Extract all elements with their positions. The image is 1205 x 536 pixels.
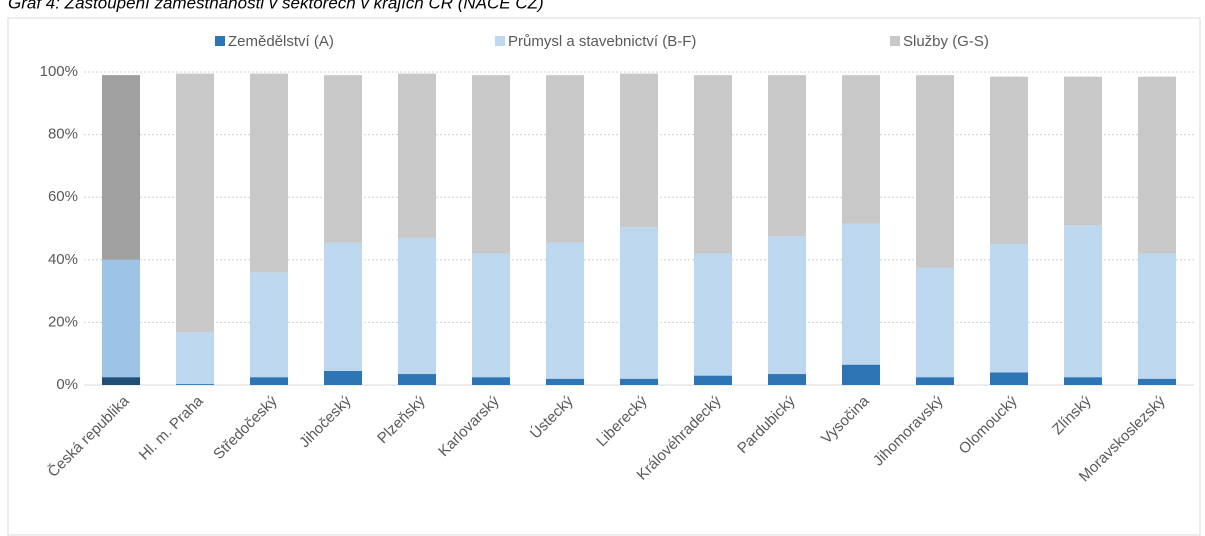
bar-segment [1064,377,1102,385]
bar-segment [842,75,880,224]
bar-segment [102,75,140,260]
x-tick-label: Jihočeský [296,392,355,451]
y-tick-label: 20% [48,313,78,330]
bar-segment [176,73,214,333]
bar-segment [472,253,510,378]
bar-segment [1064,225,1102,378]
x-tick-label: Česká republika [45,392,134,481]
bar-segment [990,76,1028,245]
bar-segment [842,223,880,365]
bar-segment [620,378,658,385]
bar-segment [768,75,806,237]
y-tick-label: 0% [56,376,78,393]
bar-segment [324,370,362,385]
bar-segment [398,73,436,238]
bar-segment [620,226,658,379]
bar-segment [916,75,954,268]
x-tick-label: Pardubický [734,392,799,457]
bar-segment [250,377,288,385]
y-tick-label: 80% [48,126,78,143]
bar-segment [176,384,214,385]
bar-segment [916,377,954,385]
bar-segment [620,73,658,227]
x-tick-label: Jihomoravský [870,392,947,469]
bar-segment [324,75,362,243]
bar-segment [546,75,584,243]
bar-segment [250,272,288,378]
legend-swatch [890,36,900,46]
bar-segment [102,259,140,378]
y-tick-label: 100% [40,63,78,80]
bar-segment [102,377,140,385]
bar-segment [472,377,510,385]
legend-swatch [215,36,225,46]
bar-segment [1138,378,1176,385]
legend-swatch [495,36,505,46]
bar-segment [1064,76,1102,226]
bar-segment [694,253,732,376]
bar-segment [694,375,732,385]
legend-label: Průmysl a stavebnictví (B-F) [508,33,696,50]
x-tick-label: Středočeský [210,392,281,463]
bar-segment [176,332,214,385]
bar-segment [472,75,510,254]
x-tick-label: Zlínský [1049,392,1095,438]
x-tick-label: Vysočina [818,392,873,447]
bar-segment [1138,253,1176,379]
bar-segment [768,374,806,385]
chart-frame [7,17,1201,536]
bar-segment [768,236,806,375]
bar-segment [250,73,288,273]
bar-segment [546,378,584,385]
y-tick-label: 60% [48,188,78,205]
legend-label: Služby (G-S) [903,33,989,50]
chart-title: Graf 4: Zastoupení zaměstnanosti v sekto… [8,0,544,12]
bar-segment [324,242,362,371]
y-tick-label: 40% [48,251,78,268]
x-tick-label: Plzeňský [374,392,429,447]
x-tick-label: Ústecký [527,392,577,442]
bar-segment [990,244,1028,373]
bar-segment [694,75,732,254]
x-tick-label: Olomoucký [956,392,1021,457]
x-tick-label: Karlovarský [435,392,503,460]
legend-label: Zemědělství (A) [228,33,334,50]
bar-segment [990,372,1028,385]
bar-segment [916,267,954,378]
bar-segment [398,374,436,385]
bar-segment [398,237,436,375]
x-tick-label: Hl. m. Praha [136,392,207,463]
x-tick-label: Liberecký [593,392,651,450]
bar-segment [546,242,584,379]
bar-segment [1138,76,1176,254]
bar-segment [842,364,880,385]
